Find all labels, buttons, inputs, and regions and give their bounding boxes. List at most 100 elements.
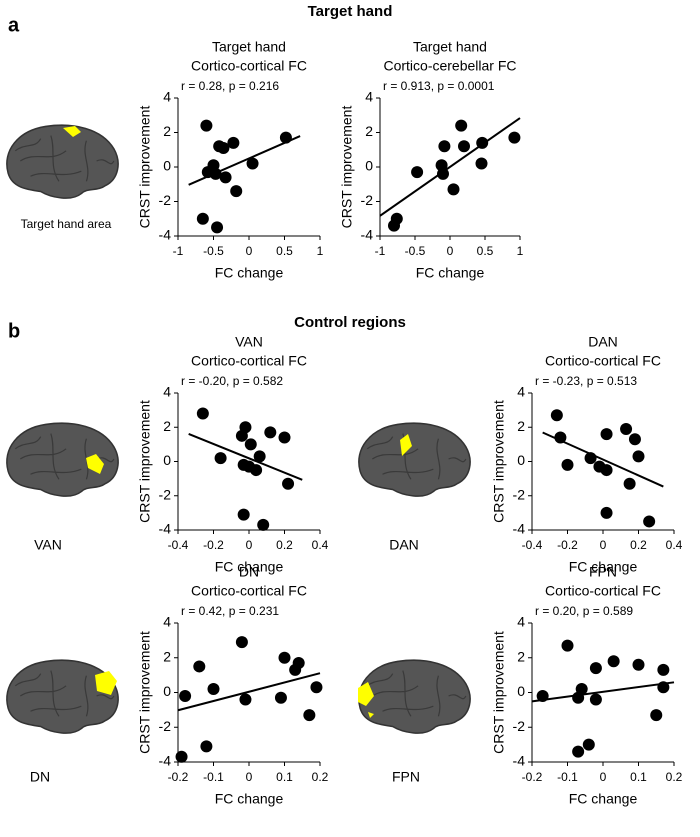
x-tick-label: -0.5 bbox=[203, 244, 224, 258]
chart-title: VAN bbox=[235, 334, 263, 350]
point bbox=[632, 450, 645, 463]
point bbox=[657, 663, 670, 676]
point bbox=[600, 506, 613, 519]
point bbox=[279, 131, 292, 144]
chart: DAN Cortico-cortical FC r = -0.23, p = 0.5… bbox=[491, 334, 683, 575]
y-axis-label: CRST improvement bbox=[137, 106, 153, 229]
x-tick-label: -0.2 bbox=[522, 770, 543, 784]
regression-line bbox=[177, 672, 321, 712]
point bbox=[584, 452, 597, 465]
chart-title: FPN bbox=[589, 564, 617, 580]
y-tick-label: 2 bbox=[163, 418, 171, 434]
y-tick-label: -2 bbox=[159, 192, 172, 208]
point bbox=[239, 421, 252, 434]
point bbox=[572, 745, 585, 758]
point bbox=[437, 167, 449, 180]
chart-subtitle: Cortico-cortical FC bbox=[191, 58, 307, 74]
point bbox=[200, 119, 213, 132]
point bbox=[239, 693, 252, 706]
point bbox=[219, 171, 232, 184]
x-tick-label: -1 bbox=[375, 244, 386, 258]
point bbox=[458, 140, 470, 153]
point bbox=[536, 689, 549, 702]
point bbox=[310, 681, 323, 694]
x-tick-label: -0.2 bbox=[168, 770, 189, 784]
chart-title: Target hand bbox=[212, 39, 286, 55]
x-tick-label: 0 bbox=[600, 770, 607, 784]
point bbox=[227, 136, 240, 149]
point bbox=[278, 651, 291, 664]
x-tick-label: 0.1 bbox=[276, 770, 293, 784]
y-tick-label: 2 bbox=[517, 418, 525, 434]
point bbox=[244, 438, 257, 451]
y-tick-label: -2 bbox=[159, 718, 172, 734]
y-tick-label: -4 bbox=[513, 521, 526, 537]
y-tick-label: 4 bbox=[517, 384, 525, 400]
annotation: r = 0.20, p = 0.589 bbox=[535, 604, 633, 618]
point bbox=[196, 212, 209, 225]
x-tick-label: 0 bbox=[600, 538, 607, 552]
y-tick-label: -4 bbox=[513, 753, 526, 769]
point bbox=[282, 477, 295, 490]
point bbox=[582, 738, 595, 751]
x-tick-label: 0.2 bbox=[312, 770, 329, 784]
chart-subtitle: Cortico-cerebellar FC bbox=[383, 58, 516, 74]
x-tick-label: -1 bbox=[173, 244, 184, 258]
point bbox=[200, 740, 213, 753]
chart: Target hand Cortico-cortical FC r = 0.28, … bbox=[137, 39, 324, 281]
point bbox=[620, 422, 633, 435]
point bbox=[175, 750, 188, 763]
y-tick-label: -4 bbox=[361, 227, 374, 243]
x-tick-label: -0.5 bbox=[405, 244, 426, 258]
point bbox=[561, 639, 574, 652]
y-tick-label: 0 bbox=[163, 158, 171, 174]
point bbox=[600, 464, 613, 477]
x-axis-label: FC change bbox=[569, 559, 638, 575]
x-tick-label: 1 bbox=[317, 244, 324, 258]
y-tick-label: 0 bbox=[365, 158, 373, 174]
x-tick-label: 0.1 bbox=[630, 770, 647, 784]
x-tick-label: -0.2 bbox=[203, 538, 224, 552]
point bbox=[455, 119, 468, 132]
x-axis-label: FC change bbox=[569, 791, 638, 807]
point bbox=[575, 683, 588, 696]
x-tick-label: 0.2 bbox=[276, 538, 293, 552]
point bbox=[193, 660, 206, 673]
y-tick-label: 2 bbox=[365, 123, 373, 139]
y-tick-label: -4 bbox=[159, 753, 172, 769]
chart-subtitle: Cortico-cortical FC bbox=[545, 353, 661, 369]
brain-label: DN bbox=[30, 769, 50, 785]
x-tick-label: 0 bbox=[246, 538, 253, 552]
brain-label: VAN bbox=[34, 537, 62, 553]
point bbox=[230, 185, 243, 198]
x-tick-label: -0.4 bbox=[522, 538, 543, 552]
point bbox=[508, 131, 521, 144]
brain-images bbox=[6, 124, 471, 734]
chart-title: DN bbox=[239, 564, 259, 580]
point bbox=[303, 709, 316, 722]
point bbox=[217, 142, 230, 155]
x-tick-label: 0.4 bbox=[666, 538, 683, 552]
panel-label: b bbox=[8, 320, 20, 342]
x-tick-label: -0.1 bbox=[203, 770, 224, 784]
point bbox=[438, 140, 451, 153]
x-axis-label: FC change bbox=[416, 265, 485, 281]
point bbox=[209, 167, 222, 180]
y-axis-label: CRST improvement bbox=[137, 631, 153, 754]
brain-label: FPN bbox=[392, 769, 420, 785]
section-title: Target hand bbox=[308, 3, 393, 20]
x-tick-label: -0.4 bbox=[168, 538, 189, 552]
regression-line bbox=[188, 432, 303, 481]
point bbox=[550, 409, 563, 422]
y-tick-label: -2 bbox=[361, 192, 374, 208]
point bbox=[476, 136, 489, 149]
y-tick-label: 0 bbox=[517, 452, 525, 468]
point bbox=[179, 689, 192, 702]
x-tick-label: 0 bbox=[447, 244, 454, 258]
annotation: r = 0.913, p = 0.0001 bbox=[383, 79, 495, 93]
point bbox=[211, 221, 224, 234]
y-tick-label: 4 bbox=[365, 89, 373, 105]
panel-label: a bbox=[8, 14, 20, 36]
point bbox=[196, 407, 209, 420]
